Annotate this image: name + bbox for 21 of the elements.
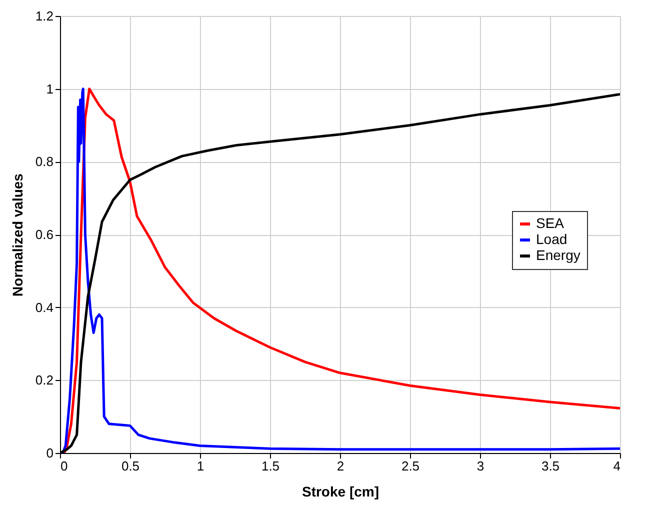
x-tick-label: 2.5 [401,458,420,474]
x-tick-label: 0.5 [121,458,140,474]
x-axis-title: Stroke [cm] [302,484,380,500]
y-axis-title: Normalized values [9,173,26,296]
legend-label: Load [536,231,568,247]
x-tick-label: 4 [613,458,620,474]
x-tick-label: 3.5 [541,458,560,474]
y-tick-label: 0.8 [35,154,54,170]
legend-label: SEA [536,215,565,231]
y-tick-label: 0.4 [35,300,54,315]
legend-label: Energy [536,247,580,263]
y-tick-label: 1.2 [35,8,54,24]
y-tick-label: 1 [46,81,54,96]
y-tick-label: 0.6 [35,227,54,242]
x-tick-label: 1.5 [261,458,280,474]
y-tick-label: 0 [46,446,54,460]
x-tick-label: 2 [336,458,344,474]
x-tick-label: 3 [476,458,484,474]
x-tick-label: 0 [60,458,68,474]
y-tick-label: 0.2 [35,372,54,388]
x-tick-label: 1 [196,458,204,474]
